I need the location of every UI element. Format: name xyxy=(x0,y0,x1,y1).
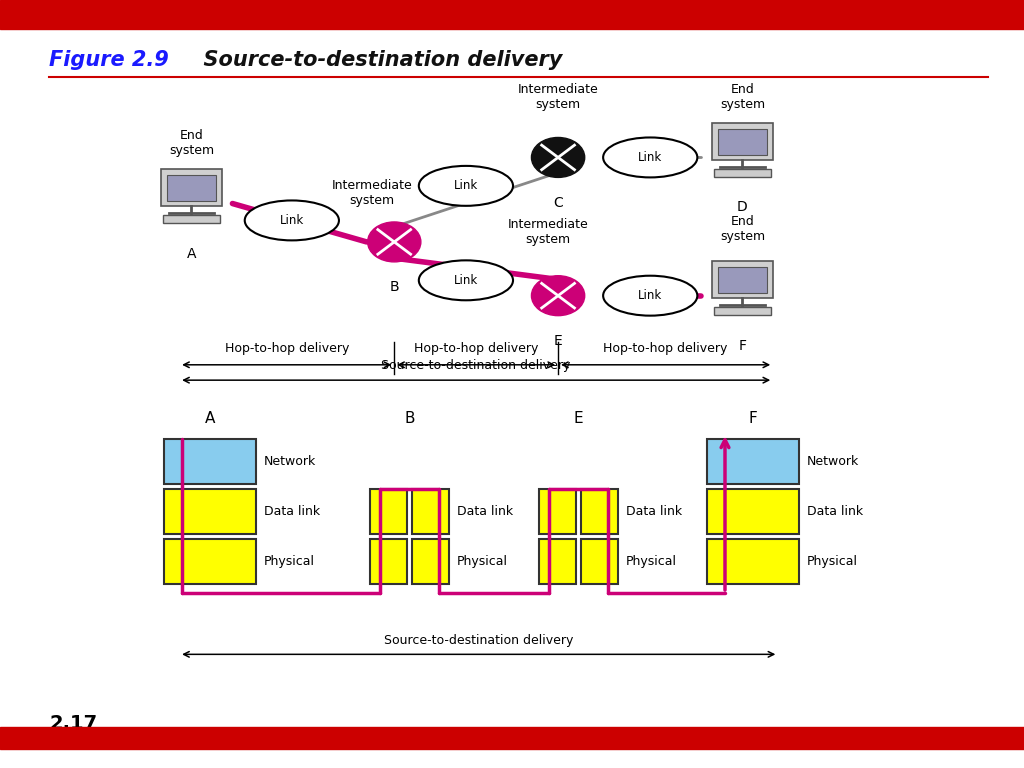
Text: E: E xyxy=(554,334,562,348)
Circle shape xyxy=(531,137,585,177)
Text: Physical: Physical xyxy=(264,555,315,568)
Text: E: E xyxy=(573,411,584,426)
FancyBboxPatch shape xyxy=(707,489,799,534)
FancyBboxPatch shape xyxy=(161,169,222,206)
Text: Physical: Physical xyxy=(807,555,858,568)
FancyBboxPatch shape xyxy=(412,489,449,534)
FancyBboxPatch shape xyxy=(581,539,617,584)
Text: Link: Link xyxy=(280,214,304,227)
Text: D: D xyxy=(737,200,748,214)
FancyBboxPatch shape xyxy=(581,489,617,534)
Bar xyxy=(0,0,1024,29)
Text: Data link: Data link xyxy=(264,505,321,518)
Text: Link: Link xyxy=(454,274,478,286)
FancyBboxPatch shape xyxy=(718,267,767,293)
FancyBboxPatch shape xyxy=(164,539,256,584)
Text: Link: Link xyxy=(638,290,663,302)
Text: Hop-to-hop delivery: Hop-to-hop delivery xyxy=(603,342,728,355)
Text: Data link: Data link xyxy=(807,505,863,518)
FancyBboxPatch shape xyxy=(712,261,773,298)
FancyBboxPatch shape xyxy=(164,439,256,484)
Text: F: F xyxy=(749,411,757,426)
Circle shape xyxy=(531,276,585,316)
FancyBboxPatch shape xyxy=(718,129,767,155)
Text: Figure 2.9: Figure 2.9 xyxy=(49,50,169,70)
Ellipse shape xyxy=(245,200,339,240)
FancyBboxPatch shape xyxy=(371,539,408,584)
Text: B: B xyxy=(404,411,415,426)
Text: End
system: End system xyxy=(720,84,765,111)
Text: Link: Link xyxy=(638,151,663,164)
FancyBboxPatch shape xyxy=(714,307,771,315)
Text: A: A xyxy=(205,411,215,426)
FancyBboxPatch shape xyxy=(707,539,799,584)
Text: 2.17: 2.17 xyxy=(49,714,97,733)
Text: Intermediate
system: Intermediate system xyxy=(508,218,588,246)
Circle shape xyxy=(368,222,421,262)
Text: Source-to-destination delivery: Source-to-destination delivery xyxy=(189,50,563,70)
FancyBboxPatch shape xyxy=(712,123,773,160)
Text: Intermediate
system: Intermediate system xyxy=(518,84,598,111)
Text: Source-to-destination delivery: Source-to-destination delivery xyxy=(384,634,573,647)
Ellipse shape xyxy=(419,166,513,206)
Text: Source-to-destination delivery: Source-to-destination delivery xyxy=(382,359,570,372)
Text: B: B xyxy=(389,280,399,294)
Text: Network: Network xyxy=(264,455,316,468)
Text: F: F xyxy=(738,339,746,353)
FancyBboxPatch shape xyxy=(167,175,216,201)
FancyBboxPatch shape xyxy=(539,539,575,584)
Text: End
system: End system xyxy=(169,130,214,157)
Text: Physical: Physical xyxy=(457,555,508,568)
Text: Data link: Data link xyxy=(626,505,682,518)
Ellipse shape xyxy=(419,260,513,300)
Text: C: C xyxy=(553,196,563,210)
Text: Network: Network xyxy=(807,455,859,468)
FancyBboxPatch shape xyxy=(412,539,449,584)
FancyBboxPatch shape xyxy=(371,489,408,534)
Text: Intermediate
system: Intermediate system xyxy=(332,180,412,207)
FancyBboxPatch shape xyxy=(164,489,256,534)
FancyBboxPatch shape xyxy=(163,215,220,223)
Text: End
system: End system xyxy=(720,216,765,243)
FancyBboxPatch shape xyxy=(707,439,799,484)
FancyBboxPatch shape xyxy=(539,489,575,534)
Ellipse shape xyxy=(603,276,697,316)
Text: Link: Link xyxy=(454,180,478,192)
Text: Hop-to-hop delivery: Hop-to-hop delivery xyxy=(224,342,349,355)
Ellipse shape xyxy=(603,137,697,177)
Text: Physical: Physical xyxy=(626,555,677,568)
Text: Data link: Data link xyxy=(457,505,513,518)
FancyBboxPatch shape xyxy=(714,169,771,177)
Bar xyxy=(0,727,1024,749)
Text: A: A xyxy=(186,247,197,260)
Text: Hop-to-hop delivery: Hop-to-hop delivery xyxy=(414,342,539,355)
